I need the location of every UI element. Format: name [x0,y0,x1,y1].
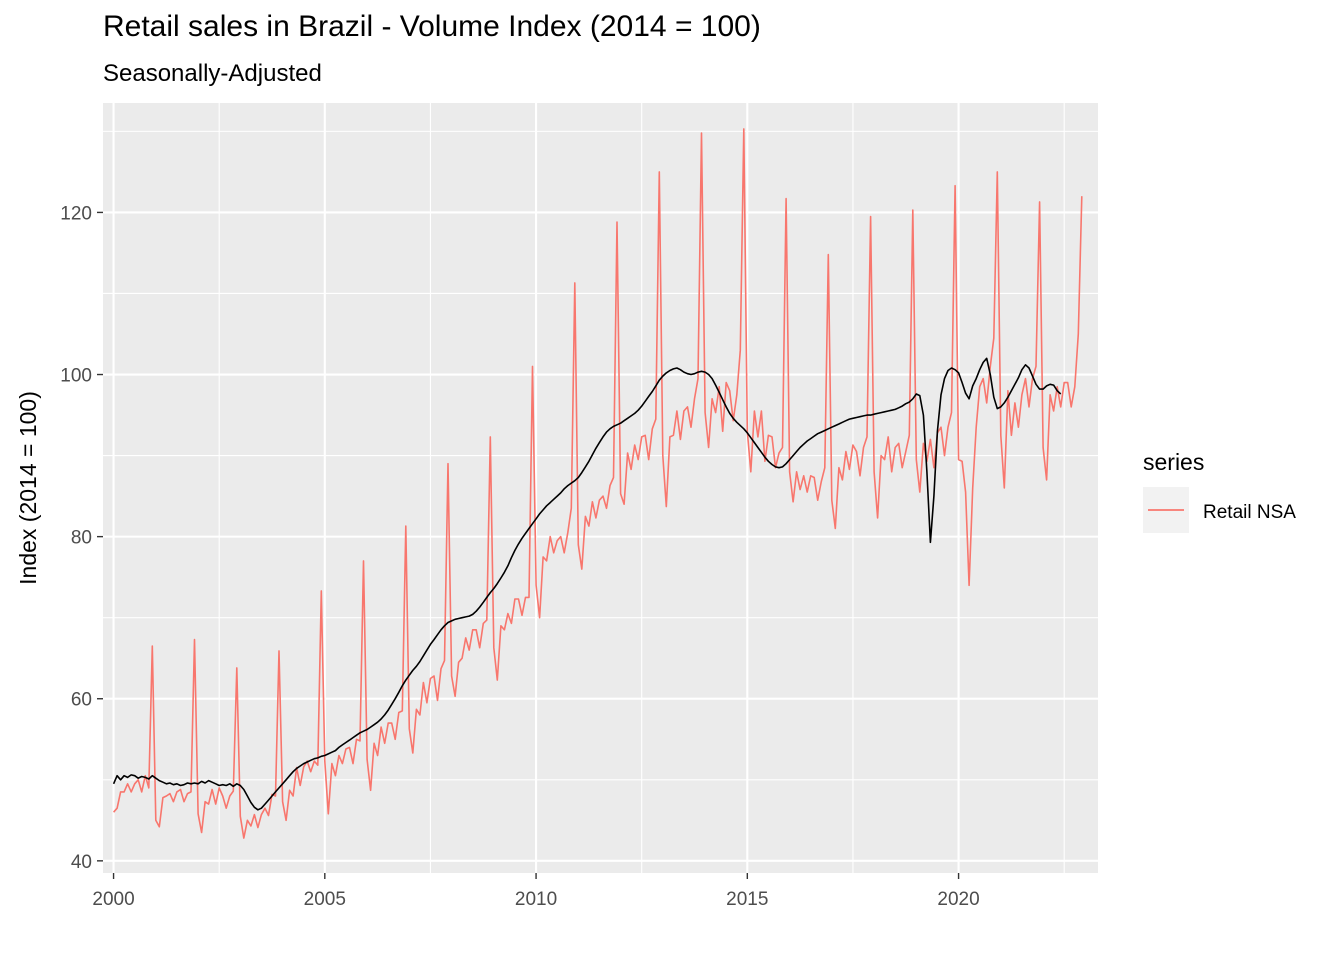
y-tick-label: 80 [71,528,92,549]
x-tick-label: 2020 [937,889,979,910]
legend: series Retail NSA [1143,449,1296,533]
series-line-retail-nsa [112,128,1083,839]
legend-label-retail-nsa: Retail NSA [1203,502,1296,523]
y-tick-label: 40 [71,852,92,873]
chart-title: Retail sales in Brazil - Volume Index (2… [103,10,761,43]
y-tick-label: 60 [71,690,92,711]
plot-panel [103,103,1098,873]
y-tick-label: 100 [60,366,92,387]
x-tick-label: 2015 [726,889,768,910]
grid-major [103,103,1098,873]
x-tick-label: 2005 [304,889,346,910]
x-tick-label: 2010 [515,889,557,910]
legend-title: series [1143,449,1204,475]
x-tick-label: 2000 [92,889,134,910]
y-axis-title: Index (2014 = 100) [15,391,41,585]
chart-subtitle: Seasonally-Adjusted [103,60,322,87]
y-tick-label: 120 [60,203,92,224]
series-layer [112,128,1083,839]
series-line-seasonally-adjusted [112,357,1062,811]
ticks-layer: 2000 2005 2010 2015 2020 40 60 80 100 120 [60,203,979,910]
